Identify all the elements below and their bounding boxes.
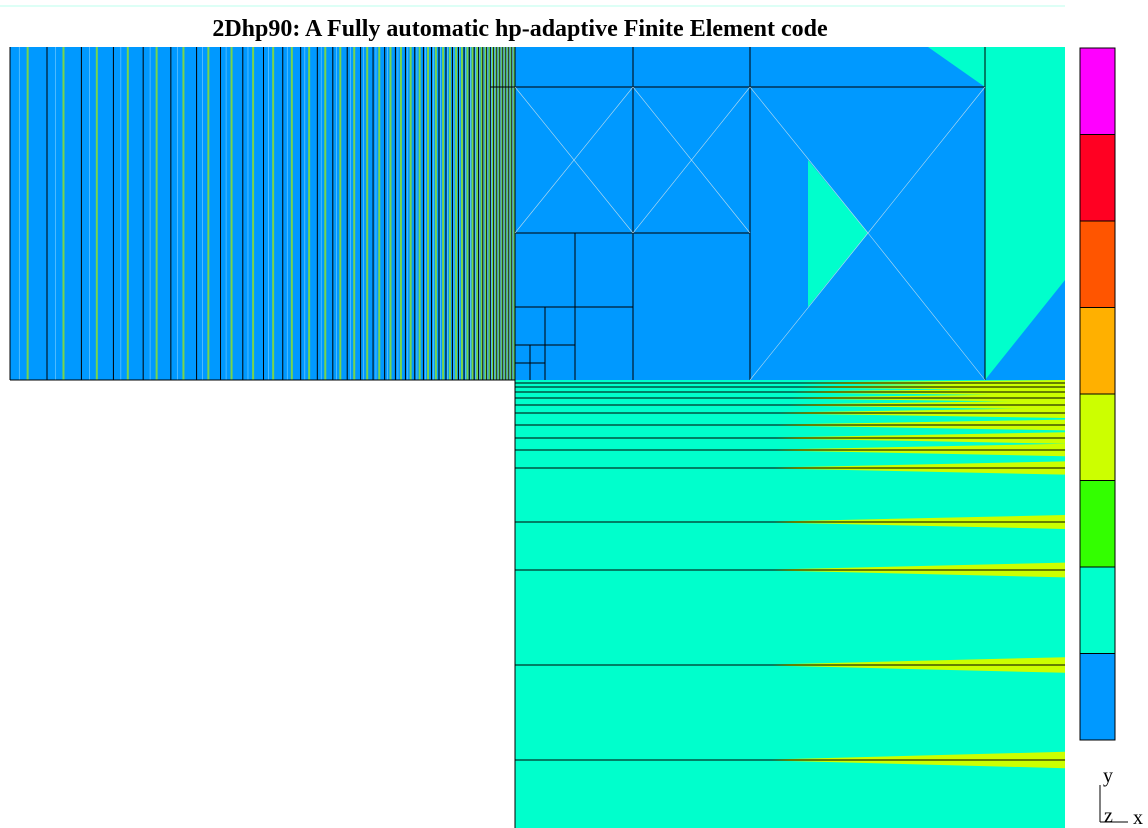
color-swatch xyxy=(1080,135,1115,222)
streak xyxy=(353,47,355,380)
axis-triad: y z x xyxy=(1100,765,1143,828)
streak xyxy=(308,47,310,380)
streak xyxy=(476,47,478,380)
streak xyxy=(471,47,473,380)
streak xyxy=(324,47,326,380)
streak xyxy=(231,47,233,380)
streak xyxy=(252,47,254,380)
streak xyxy=(272,47,274,380)
streak xyxy=(419,47,421,380)
streak xyxy=(291,47,293,380)
axis-label: y xyxy=(1103,765,1113,787)
streak xyxy=(481,47,483,380)
page: 2Dhp90: A Fully automatic hp-adaptive Fi… xyxy=(0,0,1148,828)
streak xyxy=(427,47,429,380)
streak xyxy=(207,47,209,380)
streak xyxy=(400,47,402,380)
color-swatch xyxy=(1080,394,1115,481)
streak xyxy=(466,47,468,380)
color-swatch xyxy=(1080,48,1115,135)
color-swatch xyxy=(1080,308,1115,395)
streak xyxy=(366,47,368,380)
streak xyxy=(378,47,380,380)
streak xyxy=(62,47,64,380)
streak xyxy=(442,47,444,380)
streak xyxy=(410,47,412,380)
streak xyxy=(389,47,391,380)
color-swatch xyxy=(1080,481,1115,568)
color-swatch xyxy=(1080,654,1115,741)
streak xyxy=(182,47,184,380)
streak xyxy=(156,47,158,380)
mesh xyxy=(10,47,1065,828)
streak xyxy=(449,47,451,380)
streak xyxy=(27,47,29,380)
streak xyxy=(455,47,457,380)
streak xyxy=(127,47,129,380)
color-bar xyxy=(1080,48,1115,740)
axis-label: z xyxy=(1104,805,1113,827)
color-swatch xyxy=(1080,567,1115,654)
streak xyxy=(435,47,437,380)
streak xyxy=(461,47,463,380)
color-swatch xyxy=(1080,221,1115,308)
streak xyxy=(339,47,341,380)
fem-view: 2Dhp90: A Fully automatic hp-adaptive Fi… xyxy=(0,0,1148,828)
title: 2Dhp90: A Fully automatic hp-adaptive Fi… xyxy=(212,16,828,42)
axis-label: x xyxy=(1133,807,1143,828)
streak xyxy=(96,47,98,380)
